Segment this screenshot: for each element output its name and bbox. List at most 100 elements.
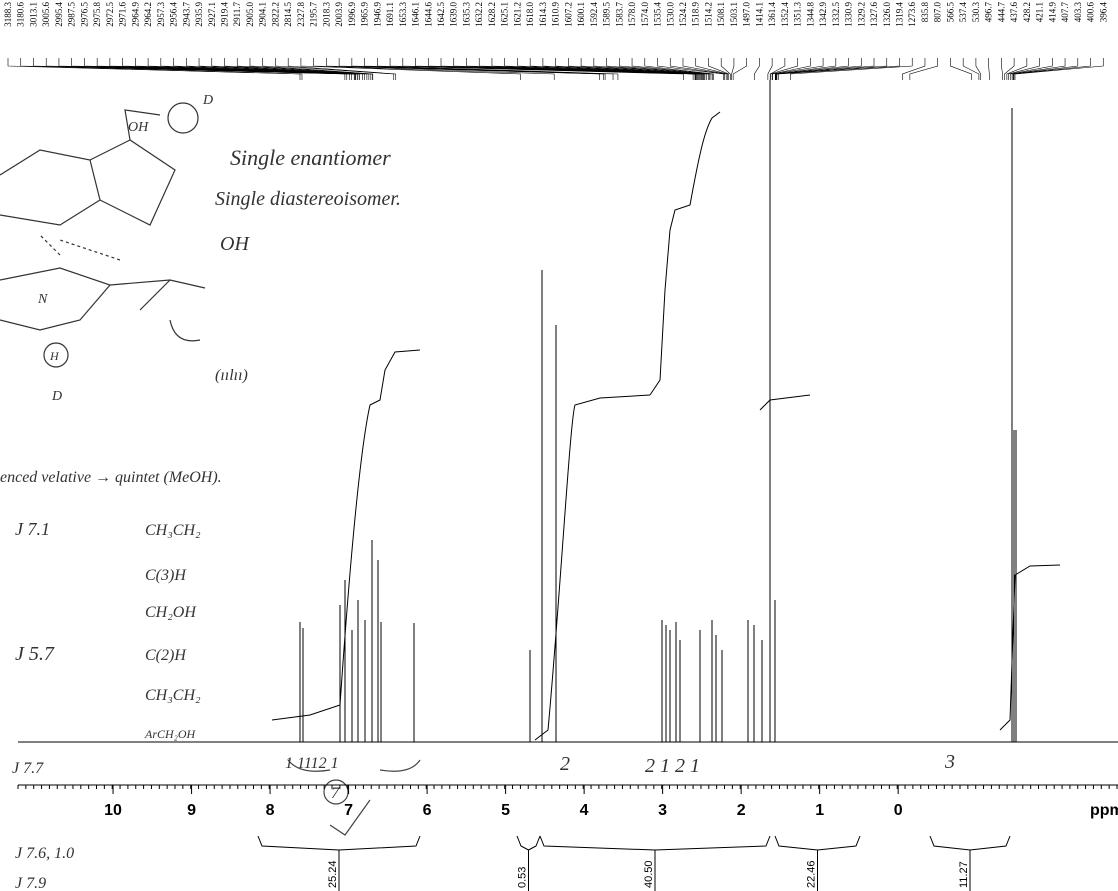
peak-label: 2919.4 xyxy=(220,2,230,27)
peak-label: 2822.2 xyxy=(270,2,280,27)
x-tick-label: 7 xyxy=(344,802,353,819)
peak-label: 807.0 xyxy=(933,2,943,23)
peak-leader xyxy=(975,58,982,80)
integral-bracket xyxy=(929,835,1011,891)
handwritten-note: H xyxy=(49,349,60,363)
peak-label: 1273.6 xyxy=(907,2,917,27)
handwritten-note: 2 1 2 1 xyxy=(645,755,700,777)
peak-label: 2957.3 xyxy=(156,2,166,27)
peak-label: 1344.8 xyxy=(805,2,815,27)
peak-label: 1578.0 xyxy=(627,2,637,27)
peak-leader xyxy=(619,58,712,80)
annotations: Single enantiomer Single diastereoisomer.… xyxy=(0,93,955,891)
peak-label: 1330.9 xyxy=(844,2,854,27)
handwritten-note: OH xyxy=(220,233,250,255)
peak-leader xyxy=(517,58,702,80)
handwritten-note: J 7.7 xyxy=(12,760,44,777)
peak-label: 2018.3 xyxy=(321,2,331,27)
peak-label: 537.4 xyxy=(958,2,968,23)
peak-leader xyxy=(236,58,372,80)
peak-leader xyxy=(1008,58,1040,80)
peak-label: 1327.6 xyxy=(869,2,879,27)
integral-bracket xyxy=(774,835,861,891)
peak-label: 2327.8 xyxy=(296,2,306,27)
handwritten-note: N xyxy=(37,292,48,307)
peak-leader xyxy=(606,58,710,80)
handwritten-note: C(2)H xyxy=(145,647,187,664)
peak-leader xyxy=(1014,58,1104,80)
x-tick-label: 8 xyxy=(266,802,275,819)
integral-bracket xyxy=(257,835,421,891)
peak-leader xyxy=(224,58,370,80)
peak-leader xyxy=(377,58,619,80)
peak-leader xyxy=(770,58,798,80)
x-axis: 10 9 8 7 6 5 4 3 2 1 0 ppm xyxy=(17,784,1118,819)
handwritten-note: J 5.7 xyxy=(15,643,55,665)
peak-label: 1628.2 xyxy=(487,2,497,27)
peak-leader xyxy=(198,58,365,80)
integral-label: 40.50 xyxy=(643,860,655,888)
peak-leader xyxy=(1013,58,1091,80)
x-tick-label: 9 xyxy=(187,802,196,819)
peak-labels: 3188.3 3180.6 3013.1 3005.6 2995.4 2987.5 2976… xyxy=(3,2,1108,80)
peak-leader xyxy=(389,58,684,80)
peak-label: 1996.9 xyxy=(347,2,357,27)
integral-bracket xyxy=(516,835,541,891)
peak-label: 2814.5 xyxy=(283,2,293,27)
peak-leader xyxy=(682,58,727,80)
peak-label: 1326.0 xyxy=(882,2,892,27)
peak-leader xyxy=(962,58,980,80)
x-tick-label: 3 xyxy=(658,802,667,819)
peak-leader xyxy=(772,58,824,80)
integral-label: 0.53 xyxy=(517,867,529,888)
peak-label: 1600.1 xyxy=(576,2,586,27)
peak-leader xyxy=(902,58,926,80)
peak-label: 566.5 xyxy=(945,2,955,23)
handwritten-note: D xyxy=(202,93,213,108)
peak-label: 3188.3 xyxy=(3,2,13,27)
x-tick-label: 2 xyxy=(737,802,746,819)
x-tick-label: 10 xyxy=(104,802,122,819)
peak-label: 2935.9 xyxy=(194,2,204,27)
peak-leader xyxy=(185,58,363,80)
peak-label: 1644.6 xyxy=(423,2,433,27)
peak-label: 2905.0 xyxy=(245,2,255,27)
peak-label: 1530.0 xyxy=(665,2,675,27)
handwritten-note: Single diastereoisomer. xyxy=(215,188,401,210)
peak-label: 396.4 xyxy=(1098,2,1108,23)
peak-label: 1691.1 xyxy=(385,2,395,27)
peak-label: 2195.7 xyxy=(309,2,319,27)
peak-label: 2943.7 xyxy=(181,2,191,27)
handwritten-note: C(3)H xyxy=(145,567,187,584)
peak-label: 2995.4 xyxy=(54,2,64,27)
peak-leader xyxy=(988,58,990,80)
peak-leader xyxy=(1011,58,1066,80)
peak-label: 1635.3 xyxy=(461,2,471,27)
peak-label: 2976.5 xyxy=(79,2,89,27)
peak-leader xyxy=(351,58,606,80)
peak-label: 1639.0 xyxy=(449,2,459,27)
peak-leader xyxy=(287,58,397,80)
peak-label: 1352.4 xyxy=(780,2,790,27)
peak-leader xyxy=(631,58,713,80)
peak-label: 1946.9 xyxy=(372,2,382,27)
peak-leader xyxy=(580,58,708,80)
peak-label: 2987.5 xyxy=(67,2,77,27)
peak-label: 3180.6 xyxy=(16,2,26,27)
peak-label: 1607.2 xyxy=(563,2,573,27)
peak-label: 437.6 xyxy=(1009,2,1019,23)
handwritten-note: D xyxy=(51,389,62,404)
peak-leader xyxy=(790,58,913,80)
peak-leader xyxy=(754,58,760,80)
peak-label: 1965.9 xyxy=(360,2,370,27)
peaks: 25.24 0.53 40.50 22.46 11.27 xyxy=(257,80,1017,891)
peak-leader xyxy=(774,58,837,80)
handwritten-note: CH₂OH xyxy=(145,604,197,621)
peak-label: 1583.7 xyxy=(614,2,624,27)
peak-leader xyxy=(1001,58,1003,80)
handwritten-note: OH xyxy=(128,120,149,135)
peak-leader xyxy=(695,58,728,80)
peak-label: 1642.5 xyxy=(436,2,446,27)
peak-label: 1574.0 xyxy=(640,2,650,27)
